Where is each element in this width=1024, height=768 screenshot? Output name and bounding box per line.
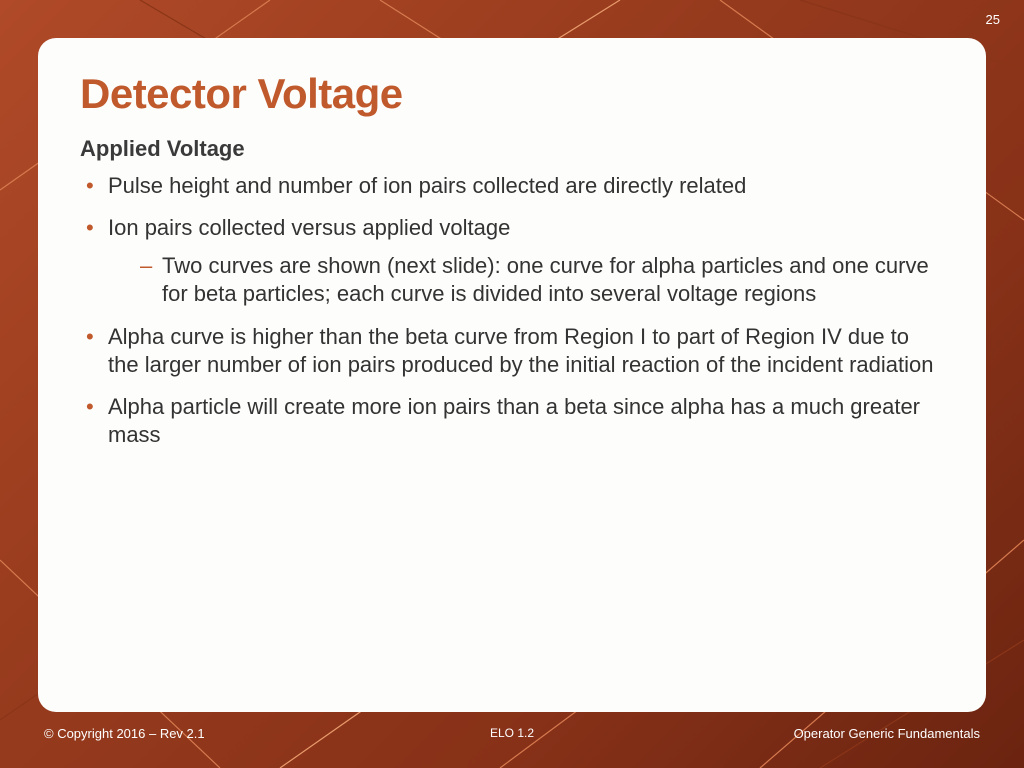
bullet-item: Alpha particle will create more ion pair… bbox=[80, 393, 944, 449]
slide-footer: © Copyright 2016 – Rev 2.1 ELO 1.2 Opera… bbox=[0, 712, 1024, 768]
slide-number: 25 bbox=[986, 12, 1000, 27]
bullet-text: Ion pairs collected versus applied volta… bbox=[108, 215, 510, 240]
bullet-item: Alpha curve is higher than the beta curv… bbox=[80, 323, 944, 379]
sub-bullet-list: Two curves are shown (next slide): one c… bbox=[108, 252, 944, 308]
slide-title: Detector Voltage bbox=[80, 70, 944, 118]
footer-right: Operator Generic Fundamentals bbox=[794, 726, 980, 741]
sub-bullet-text: Two curves are shown (next slide): one c… bbox=[162, 253, 929, 306]
bullet-text: Alpha curve is higher than the beta curv… bbox=[108, 324, 934, 377]
bullet-list: Pulse height and number of ion pairs col… bbox=[80, 172, 944, 449]
footer-left: © Copyright 2016 – Rev 2.1 bbox=[44, 726, 205, 741]
bullet-item: Ion pairs collected versus applied volta… bbox=[80, 214, 944, 308]
bullet-text: Pulse height and number of ion pairs col… bbox=[108, 173, 746, 198]
bullet-text: Alpha particle will create more ion pair… bbox=[108, 394, 920, 447]
slide-subtitle: Applied Voltage bbox=[80, 136, 944, 162]
bullet-item: Pulse height and number of ion pairs col… bbox=[80, 172, 944, 200]
content-card: Detector Voltage Applied Voltage Pulse h… bbox=[38, 38, 986, 712]
sub-bullet-item: Two curves are shown (next slide): one c… bbox=[136, 252, 944, 308]
footer-center: ELO 1.2 bbox=[490, 726, 534, 740]
